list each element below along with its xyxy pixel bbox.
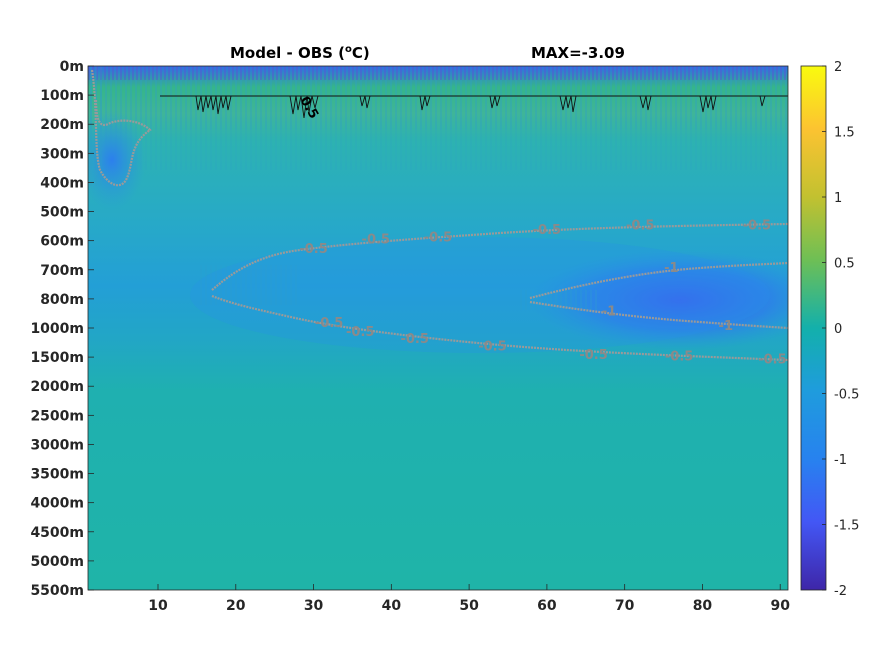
contour-label: -1: [602, 305, 616, 320]
colorbar-tick-label: 0.5: [834, 257, 855, 272]
contour-lower-band: [211, 294, 788, 362]
contour-label: -0.5: [743, 219, 771, 234]
y-tick-label: 600m: [40, 234, 84, 250]
contour-labels: -0.5 -0.5 -0.5 -0.5 -0.5-0.5-0.5-0.5 -0.5 -0.5…: [299, 219, 786, 368]
y-tick-label: 0m: [60, 59, 84, 75]
y-tick-label: 300m: [40, 146, 84, 162]
y-tick-label: 4000m: [30, 496, 84, 512]
x-tick-label: 10: [148, 598, 168, 614]
y-tick-label: 2000m: [30, 379, 84, 395]
y-tick-label: 4500m: [30, 525, 84, 541]
contour-upper-band: [211, 222, 788, 291]
colorbar-tick-label: 2: [834, 60, 842, 75]
contour-label: -0.5: [299, 242, 327, 257]
x-tick-label: 70: [615, 598, 635, 614]
contour-inner-upper: [529, 261, 788, 300]
contour-inner-lower: [529, 300, 788, 330]
colorbar-ticks: 2 1.5 1 0.5 0 -0.5 -1 -1.5 -2: [822, 60, 859, 599]
contour-label: -0.5: [665, 350, 693, 365]
y-tick-label: 200m: [40, 117, 84, 133]
contour-lines: [90, 69, 788, 362]
x-tick-label: 30: [304, 598, 324, 614]
contour-label: -0.5: [579, 348, 607, 363]
y-axis: 0m 100m 200m 300m 400m 500m 600m 700m 800m 1000m 1…: [30, 59, 94, 599]
x-tick-label: 20: [226, 598, 246, 614]
y-tick-label: 100m: [40, 88, 84, 104]
colorbar: [800, 65, 827, 591]
contour-label: -0.5: [626, 219, 654, 234]
contour-label: -0.5: [400, 332, 428, 347]
y-tick-label: 1000m: [30, 321, 84, 337]
y-tick-label: 2500m: [30, 408, 84, 424]
chart-title: Model - OBS (oC): [230, 44, 370, 62]
heatmap-field: [88, 66, 788, 590]
y-tick-label: 500m: [40, 205, 84, 221]
colorbar-tick-label: -1.5: [834, 519, 859, 534]
colorbar-tick-label: 1.5: [834, 126, 855, 141]
x-tick-label: 80: [693, 598, 713, 614]
colorbar-tick-label: 0: [834, 322, 842, 337]
y-tick-label: 3000m: [30, 437, 84, 453]
colorbar-tick-label: -1: [834, 453, 847, 468]
contour-label: -0.5: [424, 230, 452, 245]
contour-label: -0.5: [758, 353, 786, 368]
contour-label: -1: [719, 319, 733, 334]
title-unit-tail: C): [352, 44, 370, 62]
contour-label: -0.5: [478, 339, 506, 354]
y-tick-label: 800m: [40, 292, 84, 308]
contour-label: -0.5: [315, 316, 343, 331]
contour-label: -0.5: [346, 325, 374, 340]
colorbar-tick-label: -0.5: [834, 388, 859, 403]
y-tick-label: 5500m: [30, 583, 84, 599]
colorbar-tick-label: -2: [834, 584, 847, 599]
x-tick-label: 60: [537, 598, 557, 614]
x-axis: 10 20 30 40 50 60 70 80 90: [148, 584, 790, 614]
x-tick-label: 90: [770, 598, 790, 614]
y-tick-label: 400m: [40, 175, 84, 191]
y-tick-label: 5000m: [30, 554, 84, 570]
contour-surface-black: [160, 95, 788, 119]
title-unit-sup: o: [345, 44, 352, 55]
contour-label: -0.5: [362, 232, 390, 247]
contour-left-cold: [90, 69, 152, 187]
x-tick-label: 50: [459, 598, 479, 614]
title-left: Model - OBS (: [230, 44, 345, 62]
contour-label: -0.5: [533, 223, 561, 238]
x-tick-label: 40: [382, 598, 402, 614]
y-tick-label: 700m: [40, 263, 84, 279]
chart-max-label: MAX=-3.09: [531, 44, 625, 62]
contour-label: -1: [664, 261, 678, 276]
colorbar-tick-label: 1: [834, 191, 842, 206]
y-tick-label: 1500m: [30, 350, 84, 366]
y-tick-label: 3500m: [30, 467, 84, 483]
